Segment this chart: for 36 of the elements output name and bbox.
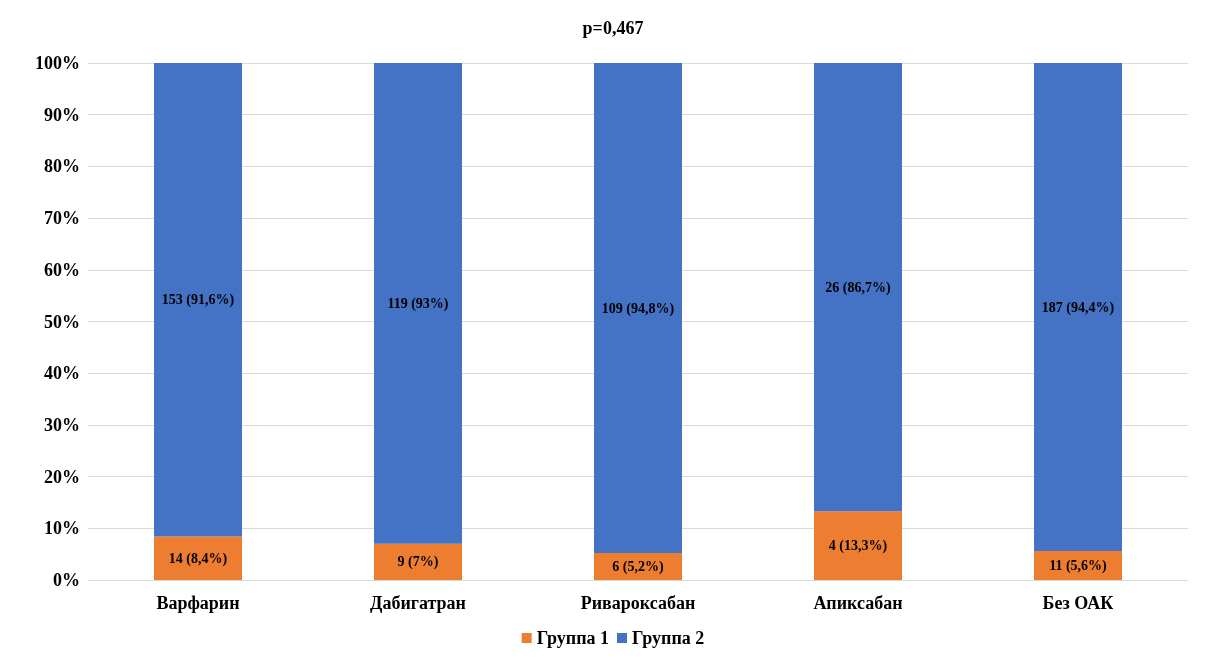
- y-tick-label: 40%: [44, 363, 80, 384]
- bar: [374, 543, 462, 580]
- y-tick-label: 20%: [44, 466, 80, 487]
- x-tick-label: Варфарин: [156, 593, 240, 613]
- data-label: 187 (94,4%): [1041, 299, 1115, 316]
- y-tick-label: 70%: [44, 208, 80, 229]
- y-tick-label: 10%: [44, 518, 80, 539]
- data-label: 26 (86,7%): [825, 279, 891, 296]
- y-tick-label: 90%: [44, 104, 80, 125]
- data-label: 14 (8,4%): [168, 550, 228, 567]
- bar: [1034, 63, 1122, 552]
- y-tick-label: 0%: [53, 570, 80, 590]
- chart-title: p=0,467: [582, 18, 644, 38]
- bar: [154, 63, 242, 537]
- y-tick-label: 60%: [44, 259, 80, 280]
- y-tick-label: 50%: [44, 311, 80, 332]
- bar: [374, 63, 462, 544]
- y-tick-label: 80%: [44, 156, 80, 177]
- y-tick-label: 30%: [44, 414, 80, 435]
- bar: [594, 63, 682, 554]
- x-tick-label: Апиксабан: [813, 593, 903, 613]
- data-label: 9 (7%): [397, 554, 439, 571]
- data-label: 109 (94,8%): [601, 300, 675, 317]
- data-label: 4 (13,3%): [828, 538, 888, 555]
- x-tick-label: Ривароксабан: [580, 593, 696, 613]
- legend-label: Группа 2: [632, 628, 705, 648]
- bar: [814, 63, 902, 512]
- legend-label: Группа 1: [536, 628, 610, 648]
- data-label: 11 (5,6%): [1049, 558, 1108, 575]
- data-label: 6 (5,2%): [612, 559, 664, 576]
- bar: [814, 511, 902, 580]
- y-tick-label: 100%: [35, 53, 80, 73]
- x-tick-label: Дабигатран: [370, 593, 466, 613]
- x-tick-label: Без ОАК: [1042, 593, 1114, 613]
- data-label: 119 (93%): [387, 295, 449, 312]
- data-label: 153 (91,6%): [161, 292, 235, 309]
